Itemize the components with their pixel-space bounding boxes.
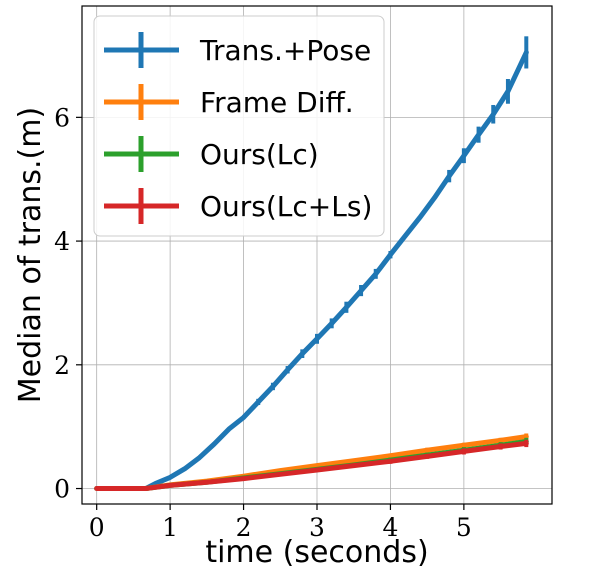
y-tick-label: 2: [54, 351, 70, 380]
y-tick-label: 0: [54, 475, 70, 504]
y-tick-label: 6: [54, 103, 70, 132]
y-tick-label: 4: [54, 227, 70, 256]
legend: Trans.+Pose Frame Diff. Ours(Lc) Ours(Lc+Ls…: [94, 16, 384, 236]
legend-label: Ours(Lc+Ls): [200, 190, 372, 223]
legend-label: Frame Diff.: [200, 86, 354, 119]
x-tick-label: 0: [89, 513, 105, 542]
legend-label: Trans.+Pose: [199, 34, 371, 67]
x-tick-label: 1: [162, 513, 178, 542]
x-tick-label: 5: [456, 513, 472, 542]
legend-label: Ours(Lc): [200, 138, 319, 171]
y-axis-label: Median of trans.(m): [13, 107, 48, 403]
legend-entry: Frame Diff.: [104, 84, 354, 120]
x-axis-label: time (seconds): [205, 535, 428, 569]
